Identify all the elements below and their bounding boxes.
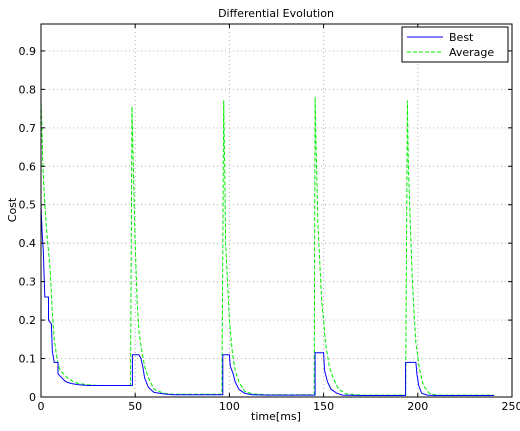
y-tick-label: 0.9	[19, 45, 37, 58]
x-tick-label: 250	[502, 400, 520, 413]
y-tick-label: 0.6	[19, 160, 37, 173]
x-axis-label: time[ms]	[251, 410, 301, 423]
y-tick-label: 0.8	[19, 83, 37, 96]
y-tick-label: 0.1	[19, 353, 37, 366]
y-tick-label: 0.4	[19, 237, 37, 250]
legend-label-average: Average	[449, 46, 494, 59]
x-tick-label: 200	[407, 400, 428, 413]
plot-area	[41, 24, 512, 397]
y-axis-label: Cost	[6, 197, 19, 222]
y-tick-label: 0.2	[19, 314, 37, 327]
y-tick-label: 0.7	[19, 122, 37, 135]
x-tick-label: 100	[219, 400, 240, 413]
y-tick-label: 0.5	[19, 199, 37, 212]
x-tick-label: 150	[313, 400, 334, 413]
chart-title: Differential Evolution	[218, 7, 334, 20]
y-tick-label: 0.3	[19, 276, 37, 289]
x-tick-label: 0	[38, 400, 45, 413]
x-tick-label: 50	[128, 400, 142, 413]
legend-label-best: Best	[449, 31, 474, 44]
y-tick-label: 0	[29, 391, 36, 404]
legend: Best Average	[402, 27, 508, 62]
